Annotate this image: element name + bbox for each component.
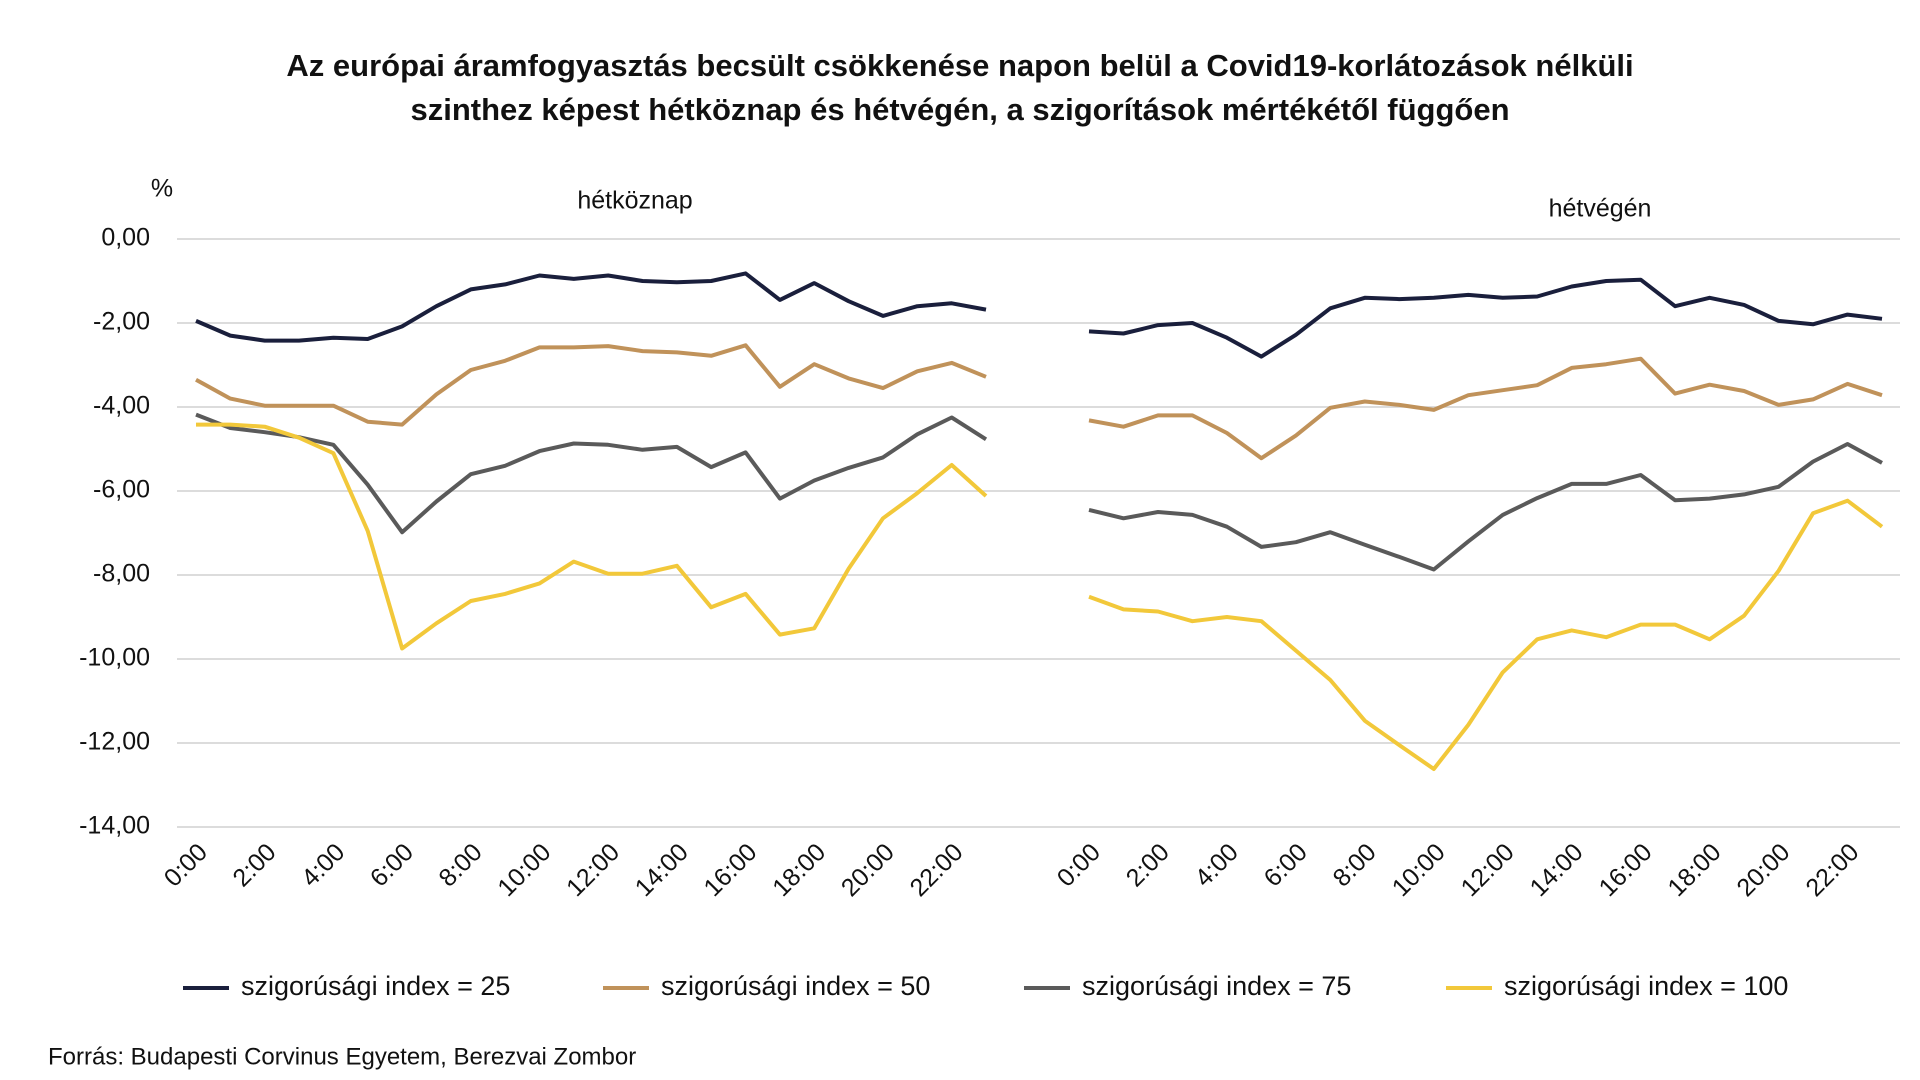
y-tick-label: 0,00 [101,224,150,252]
y-tick-label: -8,00 [93,560,150,588]
series-line [195,271,987,343]
series-line [1088,277,1883,359]
legend-label: szigorúsági index = 50 [661,971,930,1001]
y-tick-label: -6,00 [93,476,150,504]
legend-label: szigorúsági index = 75 [1082,971,1351,1001]
legend-label: szigorúsági index = 100 [1504,971,1788,1001]
series-line [196,422,988,651]
legend-label: szigorúsági index = 25 [241,971,510,1001]
series-line [1088,442,1883,572]
y-unit: % [151,175,173,203]
panel-title: hétköznap [577,187,692,215]
source-note: Forrás: Budapesti Corvinus Egyetem, Bere… [48,1043,636,1070]
y-tick-label: -4,00 [93,392,150,420]
y-tick-label: -12,00 [79,728,150,756]
series-line [195,412,988,535]
y-tick-label: -10,00 [79,644,150,672]
series-line [1088,498,1884,771]
chart-title: Az európai áramfogyasztás becsült csökke… [286,48,1633,127]
y-tick-label: -2,00 [93,308,150,336]
series-line [195,343,987,427]
y-tick-label: -14,00 [79,812,150,840]
panel-title: hétvégén [1549,195,1652,223]
series-line [1088,356,1883,461]
